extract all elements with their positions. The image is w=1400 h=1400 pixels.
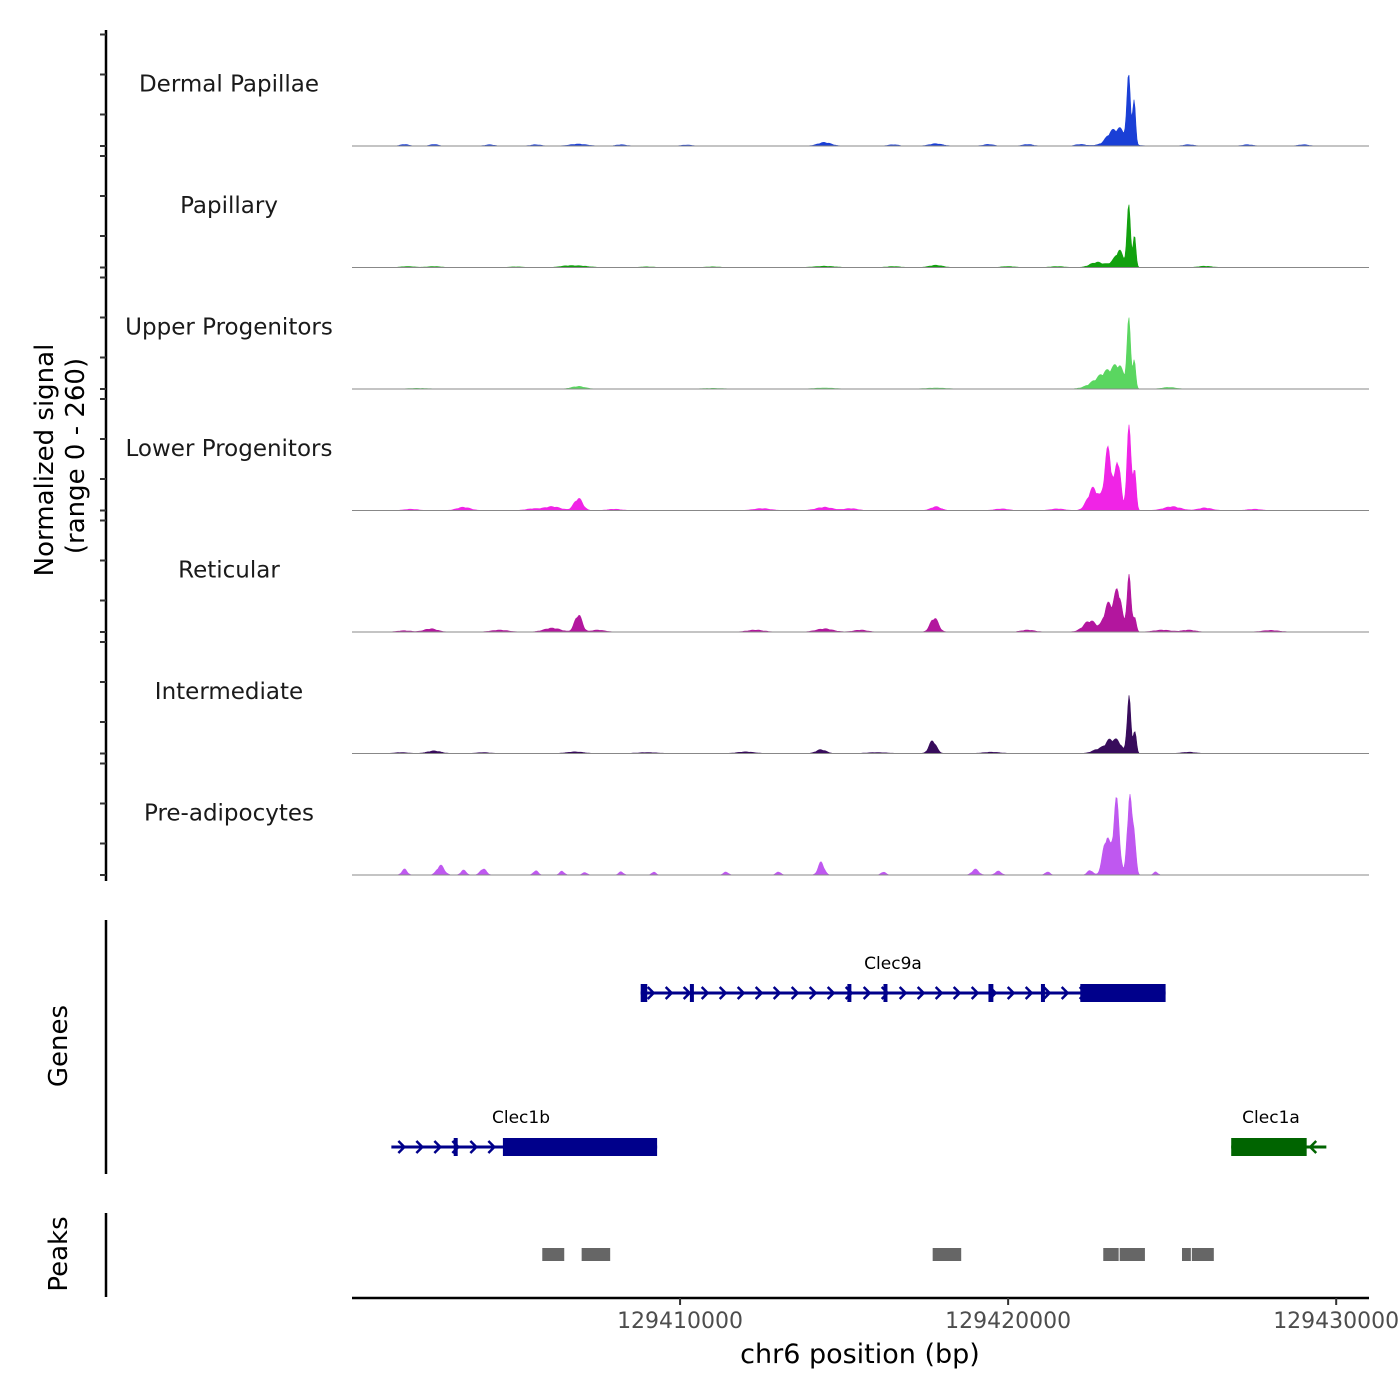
peak-region <box>1191 1248 1214 1261</box>
track-label: Intermediate <box>155 679 303 705</box>
gene-clec9a-strand-arrow <box>916 986 926 1000</box>
gene-clec9a-strand-arrow <box>1006 986 1016 1000</box>
track-label: Lower Progenitors <box>126 436 333 462</box>
x-axis-label: chr6 position (bp) <box>740 1339 980 1370</box>
gene-clec9a-strand-arrow <box>934 986 944 1000</box>
gene-clec9a-strand-arrow <box>754 986 764 1000</box>
gene-clec1b-strand-arrow <box>415 1140 425 1154</box>
peak-region <box>581 1248 611 1261</box>
gene-clec9a-exon <box>689 984 694 1002</box>
gene-clec1b-strand-arrow <box>397 1140 407 1154</box>
gene-clec1b-strand-arrow <box>433 1140 443 1154</box>
gene-clec9a-exon <box>640 984 648 1002</box>
gene-clec9a-strand-arrow <box>826 986 836 1000</box>
gene-clec9a-strand-arrow <box>862 986 872 1000</box>
gene-clec9a-label: Clec9a <box>864 954 922 974</box>
track-label: Dermal Papillae <box>139 72 319 98</box>
peak-region <box>1103 1248 1119 1261</box>
gene-clec1b-strand-arrow <box>487 1140 497 1154</box>
peaks-ylabel: Peaks <box>44 1216 74 1291</box>
coverage-area-lower-progenitors <box>352 424 1369 511</box>
track-label: Reticular <box>178 558 280 584</box>
gene-clec1b-exon <box>502 1138 658 1156</box>
peak-region <box>1119 1248 1145 1261</box>
gene-clec9a-strand-arrow <box>1024 986 1034 1000</box>
gene-clec9a-exon <box>1080 984 1166 1002</box>
gene-clec9a-exon <box>847 984 852 1002</box>
gene-clec9a-strand-arrow <box>1042 986 1052 1000</box>
x-tick-label: 129430000 <box>1273 1309 1399 1334</box>
gene-clec9a-strand-arrow <box>682 986 692 1000</box>
gene-clec9a-strand-arrow <box>700 986 710 1000</box>
gene-clec1a-label: Clec1a <box>1242 1108 1300 1128</box>
track-label: Papillary <box>180 193 278 219</box>
genes-ylabel: Genes <box>44 1005 74 1087</box>
gene-clec9a-strand-arrow <box>718 986 728 1000</box>
gene-clec9a-strand-arrow <box>898 986 908 1000</box>
gene-clec9a-exon <box>883 984 888 1002</box>
coverage-area-pre-adipocytes <box>352 794 1369 876</box>
gene-clec9a-strand-arrow <box>772 986 782 1000</box>
gene-clec1b-label: Clec1b <box>492 1108 550 1128</box>
x-axis: 129410000 129420000 129430000 chr6 position… <box>352 1296 1399 1370</box>
gene-clec1b-exon <box>453 1138 458 1156</box>
gene-clec9a-strand-arrow <box>808 986 818 1000</box>
x-tick-label: 129410000 <box>617 1309 743 1334</box>
gene-clec9a-exon <box>988 984 994 1002</box>
gene-clec1b-strand-arrow <box>469 1140 479 1154</box>
genes-panel: Genes Clec9a Clec1b Clec1a <box>44 920 1327 1174</box>
gene-clec9a-strand-arrow <box>970 986 980 1000</box>
gene-clec9a-strand-arrow <box>736 986 746 1000</box>
coverage-panel: Normalized signal (range 0 - 260) Dermal P… <box>30 30 1369 881</box>
peaks-panel: Peaks <box>44 1213 1214 1297</box>
peak-region <box>542 1248 565 1261</box>
track-label: Pre-adipocytes <box>144 801 314 827</box>
gene-clec9a-strand-arrow <box>952 986 962 1000</box>
gene-clec9a-strand-arrow <box>1060 986 1070 1000</box>
coverage-area-intermediate <box>352 695 1369 754</box>
peak-region <box>932 1248 962 1261</box>
gene-clec1a-strand-arrow <box>1308 1140 1318 1154</box>
coverage-area-upper-progenitors <box>352 317 1369 390</box>
gene-clec9a-strand-arrow <box>664 986 674 1000</box>
coverage-area-reticular <box>352 574 1369 633</box>
track-label: Upper Progenitors <box>125 315 333 341</box>
coverage-area-papillary <box>352 204 1369 268</box>
coverage-ylabel-range: (range 0 - 260) <box>61 358 91 554</box>
gene-clec1a-exon <box>1231 1138 1307 1156</box>
gene-clec9a-strand-arrow <box>790 986 800 1000</box>
gene-clec9a-strand-arrow <box>646 986 656 1000</box>
x-tick-label: 129420000 <box>945 1309 1071 1334</box>
gene-clec9a-exon <box>1040 984 1045 1002</box>
coverage-ylabel: Normalized signal <box>30 344 60 577</box>
coverage-area-dermal-papillae <box>352 74 1369 147</box>
peak-region <box>1182 1248 1191 1261</box>
